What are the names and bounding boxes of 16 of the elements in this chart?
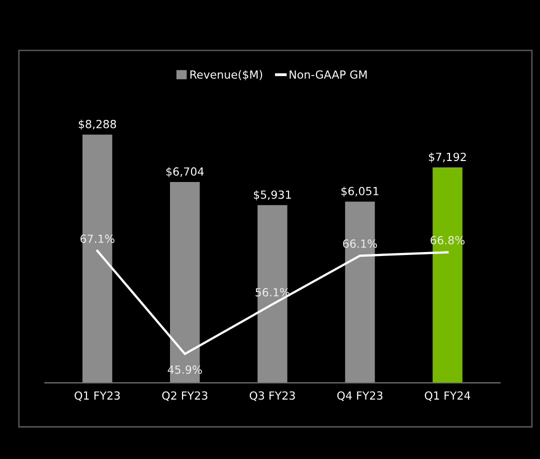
x-tick-label: Q3 FY23 — [250, 391, 295, 402]
legend-label: Non-GAAP GM — [290, 70, 367, 79]
data-label: $6,051 — [341, 186, 378, 197]
data-label: $6,704 — [166, 167, 204, 178]
legend-label: Revenue($M) — [190, 70, 262, 80]
bar — [432, 167, 462, 383]
x-tick-label: Q4 FY23 — [337, 391, 382, 402]
x-tick-label: Q2 FY23 — [162, 391, 208, 402]
bar — [82, 134, 112, 383]
x-tick-label: Q1 FY24 — [424, 391, 470, 402]
x-tick-label: Q1 FY23 — [74, 391, 120, 402]
data-label: $5,931 — [254, 190, 291, 200]
data-label: $8,288 — [78, 120, 116, 130]
bar — [345, 202, 375, 383]
data-label: $7,192 — [428, 152, 466, 163]
bar — [258, 205, 288, 383]
